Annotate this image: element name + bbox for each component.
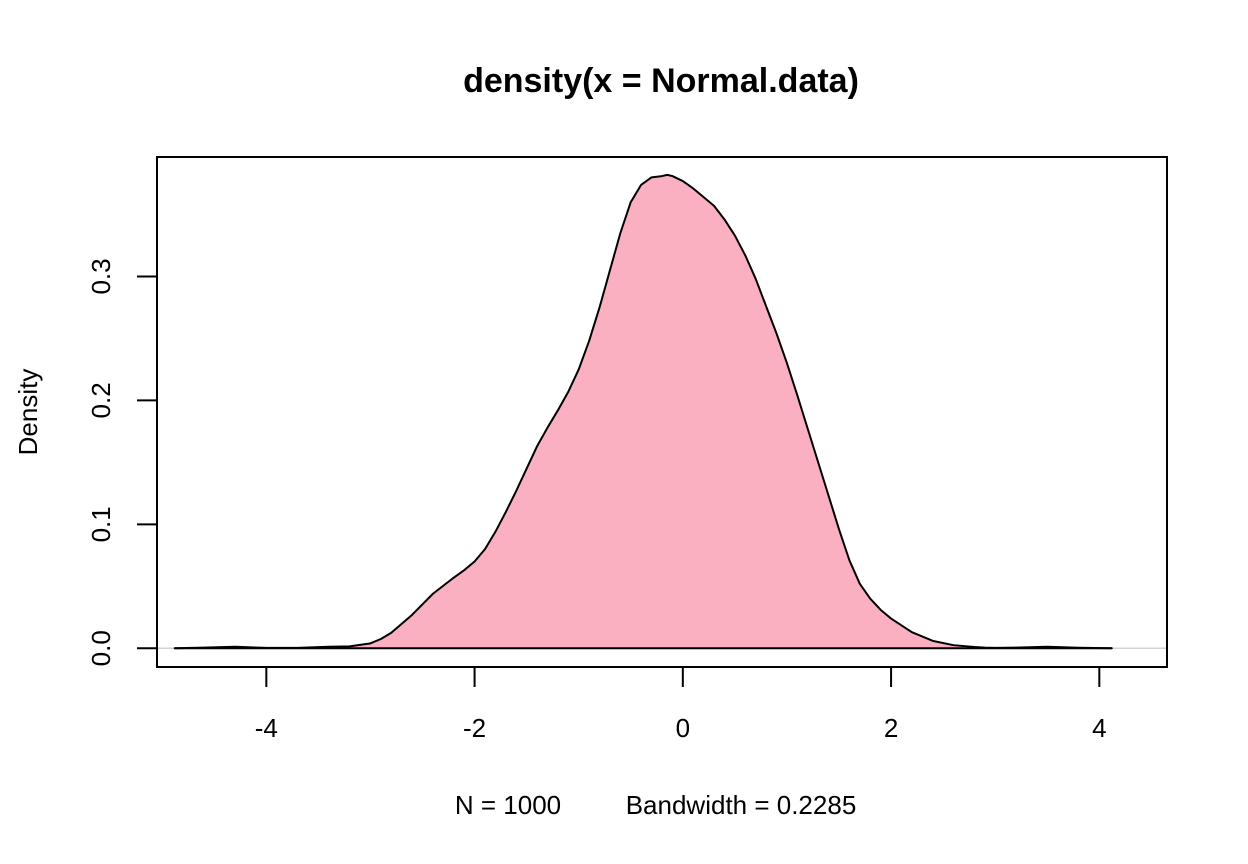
axes-layer: -4 -2 0 2 4 0.0 0.1 0.2 0.3 <box>86 156 1168 743</box>
plot-layer <box>157 173 1167 650</box>
x-tick-label-4: 4 <box>1092 713 1106 743</box>
x-tick-label-0: -4 <box>255 713 278 743</box>
y-tick-label-1: 0.1 <box>86 506 116 542</box>
density-curve <box>173 173 1113 650</box>
chart-title: density(x = Normal.data) <box>463 62 859 100</box>
y-tick-label-0: 0.0 <box>86 630 116 666</box>
y-tick-label-3: 0.3 <box>86 258 116 294</box>
x-axis-label: N = 1000 Bandwidth = 0.2285 <box>455 790 856 820</box>
x-tick-label-1: -2 <box>463 713 486 743</box>
x-tick-label-3: 2 <box>884 713 898 743</box>
bandwidth-label: Bandwidth = 0.2285 <box>626 790 857 820</box>
density-fill-area <box>174 174 1112 649</box>
x-tick-label-2: 0 <box>676 713 690 743</box>
y-tick-label-2: 0.2 <box>86 382 116 418</box>
sample-size-label: N = 1000 <box>455 790 561 820</box>
y-axis-label: Density <box>13 369 43 456</box>
